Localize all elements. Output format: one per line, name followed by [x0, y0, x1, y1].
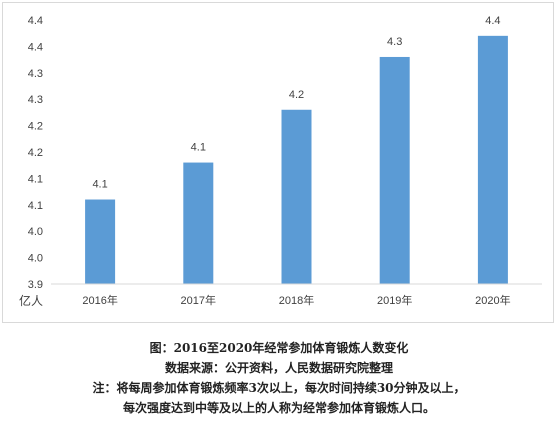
data-label: 4.1: [92, 179, 107, 191]
bar-2018年: [281, 109, 312, 284]
y-tick-label: 4.0: [28, 253, 43, 265]
data-label: 4.3: [387, 36, 402, 48]
bar-2019年: [379, 56, 410, 285]
data-label: 4.1: [191, 142, 206, 154]
y-tick-label: 4.3: [28, 94, 43, 106]
x-tick-label: 2018年: [279, 293, 314, 307]
data-label: 4.2: [289, 89, 304, 101]
caption-source: 数据来源：公开资料，人民数据研究院整理: [164, 361, 393, 375]
caption-note-line-1: 注：将每周参加体育锻炼频率3次以上，每次时间持续30分钟及以上，: [92, 381, 466, 395]
y-tick-label: 4.3: [28, 68, 43, 80]
x-tick-label: 2019年: [377, 293, 412, 307]
bar-chart: 3.9 4.0 4.0 4.1 4.1 4.2 4.2 4.3 4.3 4.4 4.4 4.1 2016…: [28, 15, 542, 307]
y-tick-label: 4.4: [28, 41, 43, 53]
bar-2017年: [183, 162, 214, 284]
x-tick-label: 2016年: [82, 293, 117, 307]
caption-title: 图：2016至2020年经常参加体育锻炼人数变化: [149, 341, 409, 355]
y-tick-label: 4.0: [28, 226, 43, 238]
chart-frame: [2, 2, 554, 323]
y-tick-label: 3.9: [28, 279, 43, 291]
bar-2020年: [477, 35, 508, 285]
y-tick-label: 4.4: [28, 15, 43, 27]
y-tick-label: 4.2: [28, 147, 43, 159]
y-tick-label: 4.1: [28, 173, 43, 185]
x-tick-label: 2020年: [475, 293, 510, 307]
data-label: 4.4: [485, 15, 500, 27]
y-tick-label: 4.1: [28, 200, 43, 212]
caption-note-line-2: 每次强度达到中等及以上的人称为经常参加体育锻炼人口。: [122, 401, 435, 415]
y-axis-unit-label: 亿人: [19, 294, 44, 308]
x-tick-label: 2017年: [181, 293, 216, 307]
bar-2016年: [85, 199, 116, 284]
y-tick-label: 4.2: [28, 121, 43, 133]
figure-caption: 图：2016至2020年经常参加体育锻炼人数变化 数据来源：公开资料，人民数据研…: [0, 338, 558, 418]
